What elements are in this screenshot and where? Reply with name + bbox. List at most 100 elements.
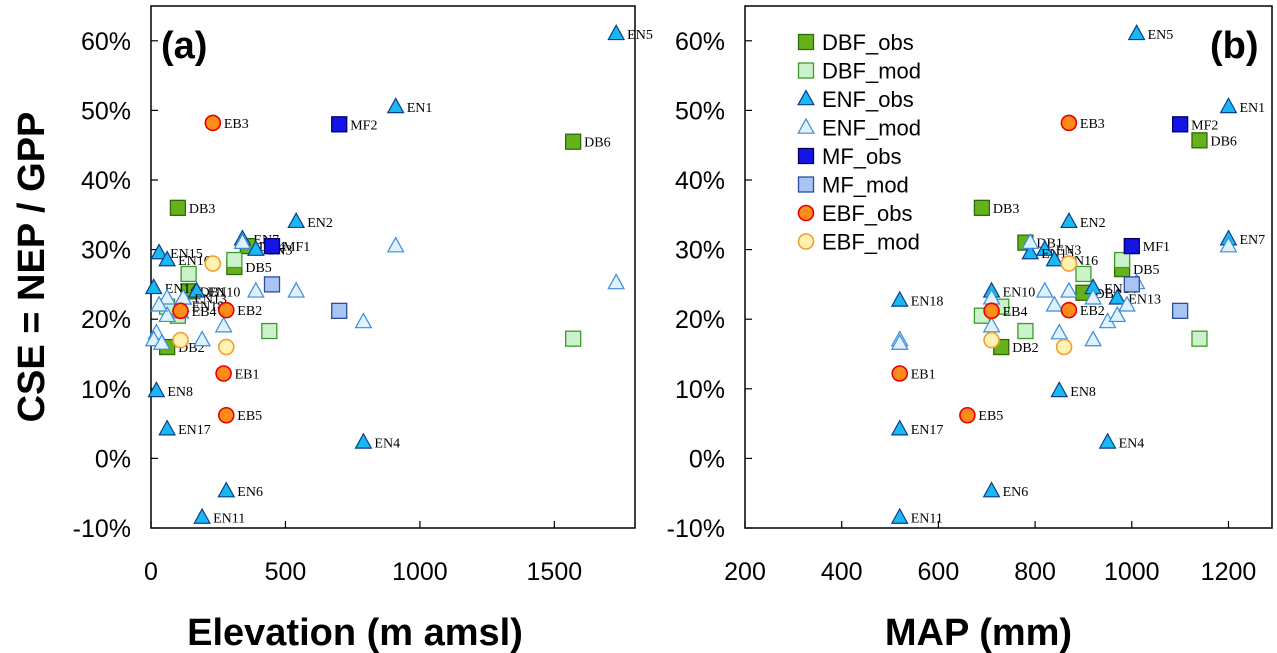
x-tick-label: 0 [144,558,158,586]
point-label: EN4 [1119,436,1145,451]
point-dbf-mod [1017,322,1034,340]
point-label: DB6 [1210,134,1236,149]
point-label: DB2 [1012,341,1038,356]
point-enf-obs [890,290,909,307]
point-dbf-mod [180,265,197,283]
x-tick-label: 600 [918,558,960,586]
point-label: EN7 [1239,233,1265,248]
point-label: DB5 [1133,263,1159,278]
point-enf-mod [1021,232,1040,249]
point-ebf-obs [891,365,909,382]
point-label: EN8 [167,385,193,400]
legend: DBF_obs DBF_mod ENF_obs ENF_mod MF_obs MF_mod… [797,30,921,255]
point-ebf-obs [1060,114,1078,132]
x-tick-label: 1500 [527,558,583,586]
point-enf-obs [982,481,1001,498]
point-enf-obs [1035,239,1054,256]
point-label: EB5 [978,409,1003,424]
point-enf-mod [1118,295,1136,312]
point-mf-mod [263,276,281,293]
point-label: EN4 [374,436,400,451]
series-ebf-obs: EB3 EB2 EB4 EB1 EB5 [891,114,1105,424]
point-label: EB4 [1003,305,1028,320]
point-enf-mod [890,333,909,350]
point-enf-obs [150,243,168,260]
x-tick-label: 1000 [392,558,448,586]
point-ebf-obs [215,365,232,382]
point-enf-obs [890,419,909,436]
point-label: EN8 [1070,385,1096,400]
point-ebf-obs [959,406,976,424]
point-dbf-mod [1113,251,1131,269]
point-dbf-obs [169,199,187,216]
point-enf-obs [193,507,211,524]
point-ebf-obs [1060,301,1078,319]
point-enf-obs [147,381,166,398]
point-label: EN13 [194,292,227,307]
point-mf-obs [1123,237,1140,255]
legend-label: DBF_obs [822,30,914,55]
point-enf-obs [1060,211,1078,229]
legend-swatch-enf-mod [797,117,815,134]
point-label: DB5 [245,261,271,276]
series-ebf-mod [172,255,235,356]
point-ebf-obs [217,406,235,424]
legend-label: EBF_obs [822,201,913,226]
x-tick-label: 1200 [1201,558,1257,586]
point-enf-obs [1108,288,1127,305]
point-enf-obs [158,419,177,436]
point-enf-obs [1045,250,1064,267]
point-dbf-mod [261,322,278,340]
panel-b: -10% 0% 10% 20% 30% 40% 50% 60% 200 400 600 800 1000… [667,5,1273,653]
point-ebf-mod [1055,338,1073,356]
point-ebf-obs [217,301,235,319]
legend-swatch-mf-obs [797,147,815,165]
point-label: DB1 [200,285,226,300]
point-enf-mod [152,333,171,350]
point-enf-obs [217,481,236,498]
y-tick-label: 20% [81,306,131,334]
point-dbf-mod [1191,330,1208,347]
y-tick-label: -10% [667,515,725,543]
point-enf-obs [607,24,626,41]
point-enf-mod [607,273,626,290]
point-mf-obs [331,116,348,133]
point-label: EN10 [208,285,241,300]
y-tick-label: 30% [675,237,725,265]
x-tick-label: 1000 [1104,558,1160,586]
point-label: EN6 [1003,485,1029,500]
y-tick-label: 0% [95,445,131,473]
point-label: EN18 [911,294,944,309]
y-tick-label: -10% [73,515,131,543]
point-dbf-mod [226,251,243,269]
point-label: EN5 [1148,28,1174,43]
point-enf-mod [158,288,177,305]
point-label: MF1 [1143,240,1170,255]
legend-label: ENF_obs [822,87,914,112]
x-tick-label: 200 [724,558,766,586]
point-ebf-obs [983,302,1000,320]
series-mf-obs: MF2 MF1 [1123,116,1218,255]
legend-label: ENF_mod [822,116,921,141]
legend-label: MF_obs [822,144,901,169]
point-enf-mod [386,236,405,253]
y-tick-label: 60% [675,28,725,56]
point-label: EN6 [237,485,263,500]
point-enf-obs [1098,432,1117,449]
point-enf-obs [144,278,163,295]
point-enf-obs [158,250,177,267]
y-tick-label: 60% [81,28,131,56]
legend-label: EBF_mod [822,230,920,255]
legend-swatch-ebf-obs [797,204,815,222]
point-label: EN13 [1128,292,1161,307]
point-mf-mod [1171,302,1189,319]
legend-swatch-enf-obs [797,89,815,106]
point-enf-mod [214,316,233,333]
point-enf-mod [354,312,373,329]
point-label: EN3 [1056,244,1082,259]
y-tick-label: 30% [81,237,131,265]
point-label: EN17 [178,423,211,438]
point-label: EN11 [911,512,943,527]
point-label: DB3 [993,202,1019,217]
